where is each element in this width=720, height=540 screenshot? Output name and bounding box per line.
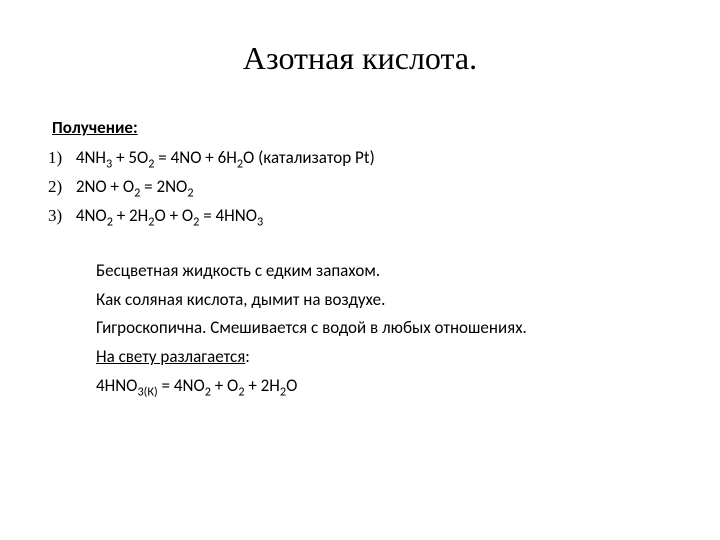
equation-1: 4NH3 + 5O2 = 4NO + 6H2O (катализатор Pt) xyxy=(76,147,375,168)
equation-3: 4NO2 + 2H2O + O2 = 4HNO3 xyxy=(76,205,263,226)
section-label-text: Получение xyxy=(52,117,133,138)
list-item: 3) 4NO2 + 2H2O + O2 = 4HNO3 xyxy=(48,202,672,231)
section-heading: Получение: xyxy=(52,117,672,138)
section-label-colon: : xyxy=(133,117,138,138)
list-item: 1) 4NH3 + 5O2 = 4NO + 6H2O (катализатор … xyxy=(48,144,672,173)
equation-4: 4HNO3(К) = 4NO2 + O2 + 2H2O xyxy=(48,372,672,401)
list-number: 1) xyxy=(48,144,72,173)
page-title: Азотная кислота. xyxy=(48,40,672,77)
body-line-1: Бесцветная жидкость с едким запахом. xyxy=(48,257,672,286)
list-item: 2) 2NO + O2 = 2NO2 xyxy=(48,173,672,202)
body-line-2: Как соляная кислота, дымит на воздухе. xyxy=(48,286,672,315)
list-number: 2) xyxy=(48,173,72,202)
equation-2: 2NO + O2 = 2NO2 xyxy=(76,176,194,197)
list-number: 3) xyxy=(48,202,72,231)
body-line-4: На свету разлагается: xyxy=(48,343,672,372)
equation-list: 1) 4NH3 + 5O2 = 4NO + 6H2O (катализатор … xyxy=(48,144,672,231)
body-line-3: Гигроскопична. Смешивается с водой в люб… xyxy=(48,314,672,343)
spacer xyxy=(48,231,672,257)
body-line-4-underlined: На свету разлагается xyxy=(96,346,245,367)
body-line-4-colon: : xyxy=(245,346,250,367)
